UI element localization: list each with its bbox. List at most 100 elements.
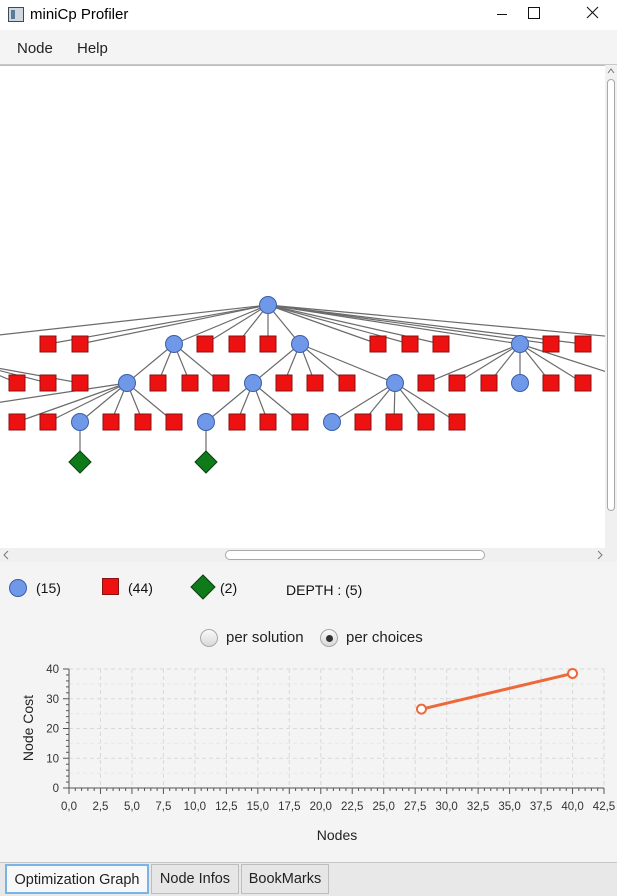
fail-node — [134, 413, 152, 431]
fail-node — [385, 413, 403, 431]
fail-node — [39, 374, 57, 392]
menu-bar: Node Help — [0, 34, 617, 65]
choice-node — [259, 296, 277, 314]
tree-edge — [267, 304, 521, 345]
data-point — [567, 667, 579, 679]
title-bar: miniCp Profiler — [0, 0, 617, 30]
tree-edge — [204, 304, 269, 345]
scroll-right-arrow-icon[interactable] — [594, 548, 606, 562]
solution-node — [68, 450, 92, 474]
tree-edge — [394, 382, 458, 423]
depth-label: DEPTH : (5) — [286, 582, 363, 598]
minimize-button[interactable] — [479, 0, 525, 30]
fail-node — [542, 374, 560, 392]
chart-axes: 0,0 2,5 5,0 7,5 10,0 12,5 15,0 17,5 20,0 22,5 25,0… — [46, 664, 615, 813]
square-count-label: (44) — [128, 580, 153, 596]
fail-node — [306, 374, 324, 392]
menu-help[interactable]: Help — [77, 40, 108, 57]
fail-node — [417, 374, 435, 392]
x-tick-label: 27,5 — [404, 801, 426, 813]
fail-node — [8, 413, 26, 431]
tree-edge — [173, 304, 269, 345]
x-tick-label: 17,5 — [278, 801, 300, 813]
fail-node — [275, 374, 293, 392]
tree-edge — [267, 304, 411, 345]
tree-edge — [267, 304, 379, 345]
window-title: miniCp Profiler — [30, 6, 129, 23]
fail-node — [39, 335, 57, 353]
fail-node — [401, 335, 419, 353]
tree-nodes — [8, 296, 592, 474]
fail-node — [369, 335, 387, 353]
per-choices-radio[interactable] — [320, 629, 338, 647]
per-solution-label[interactable]: per solution — [226, 629, 304, 646]
diamond-node-icon — [190, 574, 216, 600]
vertical-scroll-thumb[interactable] — [607, 79, 615, 511]
scroll-left-arrow-icon[interactable] — [0, 548, 12, 562]
x-axis-title: Nodes — [317, 827, 357, 843]
tree-edge — [205, 382, 254, 423]
tree-edge — [47, 382, 128, 423]
choice-node — [511, 374, 529, 392]
choice-node — [323, 413, 341, 431]
choice-node — [118, 374, 136, 392]
fail-node — [432, 335, 450, 353]
maximize-button[interactable] — [510, 0, 556, 30]
x-tick-label: 2,5 — [92, 801, 108, 813]
fail-node — [102, 413, 120, 431]
horizontal-scroll-thumb[interactable] — [225, 550, 485, 560]
tree-edge — [0, 367, 81, 384]
choice-node — [71, 413, 89, 431]
fail-node — [228, 413, 246, 431]
tree-edge — [267, 304, 552, 345]
optimization-chart: 0,0 2,5 5,0 7,5 10,0 12,5 15,0 17,5 20,0 22,5 25,0… — [0, 660, 617, 860]
circle-node-icon — [9, 579, 27, 597]
choice-node — [197, 413, 215, 431]
horizontal-scrollbar[interactable] — [0, 548, 617, 562]
tree-edge — [267, 304, 616, 338]
tree-edge — [331, 382, 396, 423]
close-button[interactable] — [569, 0, 615, 30]
maximize-icon — [528, 7, 540, 19]
fail-node — [181, 374, 199, 392]
fail-node — [165, 413, 183, 431]
x-tick-label: 32,5 — [467, 801, 489, 813]
x-tick-label: 22,5 — [341, 801, 363, 813]
x-tick-label: 15,0 — [247, 801, 269, 813]
tree-edge — [519, 343, 611, 374]
tab-optimization-graph[interactable]: Optimization Graph — [5, 864, 149, 894]
y-tick-label: 0 — [53, 783, 59, 795]
fail-node — [228, 335, 246, 353]
tree-edge — [267, 304, 584, 345]
x-tick-label: 37,5 — [530, 801, 552, 813]
minimize-icon — [497, 14, 507, 15]
fail-node — [71, 335, 89, 353]
menu-node[interactable]: Node — [17, 40, 53, 57]
vertical-scrollbar[interactable] — [605, 65, 617, 548]
search-tree-view[interactable] — [0, 65, 616, 549]
x-tick-label: 42,5 — [593, 801, 615, 813]
fail-node — [574, 374, 592, 392]
tab-node-infos[interactable]: Node Infos — [151, 864, 239, 894]
node-cost-line-chart: 0,0 2,5 5,0 7,5 10,0 12,5 15,0 17,5 20,0 22,5 25,0… — [20, 664, 615, 843]
choice-node — [386, 374, 404, 392]
tab-bookmarks[interactable]: BookMarks — [241, 864, 329, 894]
square-node-icon — [102, 578, 119, 595]
tree-edge — [16, 382, 128, 423]
x-tick-label: 10,0 — [184, 801, 206, 813]
data-point — [415, 703, 427, 715]
per-choices-label[interactable]: per choices — [346, 629, 423, 646]
fail-node — [354, 413, 372, 431]
scroll-up-arrow-icon[interactable] — [605, 65, 617, 77]
y-tick-label: 20 — [46, 724, 59, 736]
series-line — [421, 672, 573, 711]
x-tick-label: 12,5 — [215, 801, 237, 813]
fail-node — [259, 413, 277, 431]
per-solution-radio[interactable] — [200, 629, 218, 647]
choice-node — [165, 335, 183, 353]
tree-edge — [0, 370, 49, 384]
circle-count-label: (15) — [36, 580, 61, 596]
fail-node — [480, 374, 498, 392]
radio-selected-dot — [326, 635, 333, 642]
tree-edge — [79, 382, 128, 423]
